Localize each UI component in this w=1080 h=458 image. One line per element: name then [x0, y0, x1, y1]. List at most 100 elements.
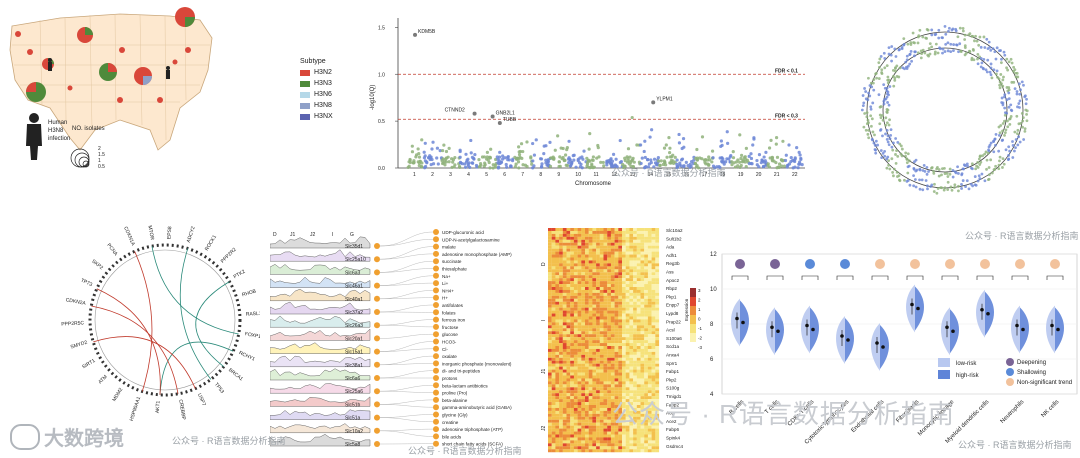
heatmap-cell — [614, 354, 619, 358]
snp-point — [572, 153, 576, 157]
heatmap-cell — [585, 369, 589, 373]
heatmap-cell — [581, 316, 586, 320]
heatmap-cell — [573, 351, 578, 355]
heatmap-cell — [655, 245, 660, 249]
ring-point — [949, 185, 953, 189]
heatmap-cell — [647, 331, 652, 335]
heatmap-cell — [585, 263, 589, 267]
heatmap-cell — [607, 310, 611, 314]
heatmap-cell — [551, 328, 556, 332]
heatmap-cell — [618, 328, 623, 332]
heatmap-cell — [622, 390, 626, 394]
ring-point — [912, 167, 916, 170]
heatmap-cell — [610, 281, 615, 285]
ring-point — [912, 174, 915, 178]
heatmap-cell — [555, 360, 560, 364]
heatmap-cell — [559, 343, 563, 347]
violin-panel: 12 10 8 6 4 B cells T cells CD8+ T cells Cytoto… — [700, 250, 1080, 458]
heatmap-cell — [640, 228, 645, 231]
heatmap-cell — [640, 402, 645, 406]
heatmap-cell — [647, 304, 652, 308]
heatmap-cell — [633, 334, 637, 338]
heatmap-cell — [629, 289, 634, 293]
heatmap-cell — [555, 443, 560, 447]
heatmap-cell — [655, 416, 660, 420]
heatmap-cell — [633, 316, 637, 320]
heatmap-cell — [636, 304, 641, 308]
trend-legend-dot — [1006, 358, 1014, 366]
heatmap-cell — [647, 363, 652, 367]
metabolite-node — [433, 338, 439, 345]
ring-point — [919, 56, 923, 60]
heatmap-cell — [562, 354, 567, 358]
heatmap-cell — [581, 266, 586, 270]
heatmap-cell — [629, 298, 634, 302]
heatmap-cell — [548, 248, 552, 252]
heatmap-cell — [618, 254, 623, 258]
heatmap-cell — [555, 260, 560, 264]
ring-point — [1003, 113, 1007, 117]
heatmap-cell — [585, 419, 589, 423]
heatmap-cell — [570, 230, 574, 234]
snp-point — [700, 157, 704, 161]
heatmap-cell — [651, 346, 656, 349]
heatmap-cell — [581, 310, 586, 314]
heatmap-cell — [551, 357, 556, 361]
heatmap-cell — [596, 393, 600, 397]
gene-metabolite-link — [379, 363, 434, 365]
heatmap-cell — [640, 281, 645, 285]
heatmap-cell — [577, 348, 582, 352]
heatmap-cell — [610, 357, 615, 361]
heatmap-cell — [603, 301, 608, 305]
violin-y-tick: 4 — [710, 392, 714, 398]
snp-point — [751, 143, 755, 147]
ring-point — [866, 118, 870, 122]
heatmap-cell — [647, 322, 652, 326]
heatmap-cell — [603, 325, 608, 329]
snp-point — [740, 153, 744, 157]
heatmap-cell — [577, 440, 582, 444]
ring-point — [878, 122, 882, 126]
ring-point — [864, 128, 868, 132]
ring-point — [990, 171, 994, 175]
heatmap-cell — [573, 428, 578, 432]
heatmap-cell — [570, 399, 574, 403]
heatmap-cell — [577, 281, 582, 285]
snp-point — [719, 144, 723, 149]
snp-point — [602, 164, 606, 168]
heatmap-cell — [555, 245, 560, 249]
heatmap-cell — [644, 422, 648, 426]
heatmap-cell — [647, 369, 652, 373]
heatmap-cell — [592, 354, 597, 358]
heatmap-cell — [548, 287, 552, 290]
heatmap-cell — [581, 434, 586, 438]
ring-point — [1003, 53, 1007, 57]
heatmap-cell — [607, 284, 611, 288]
snp-point — [744, 157, 748, 162]
heatmap-cell — [607, 289, 611, 293]
comparison-bracket — [766, 275, 784, 280]
gene-metabolite-link — [379, 417, 434, 422]
heatmap-cell — [555, 425, 560, 429]
heatmap-cell — [559, 390, 563, 394]
heatmap-cell — [548, 230, 552, 234]
heatmap-cell — [603, 346, 608, 349]
ring-point — [994, 133, 998, 136]
heatmap-cell — [573, 263, 578, 267]
heatmap-cell — [577, 287, 582, 290]
ring-point — [957, 172, 960, 175]
heatmap-cell — [570, 228, 574, 231]
heatmap-cell — [647, 313, 652, 317]
ring-point — [1025, 112, 1028, 116]
heatmap-cell — [655, 354, 660, 358]
heatmap-cell — [636, 425, 641, 429]
metabolite-node — [433, 272, 439, 279]
snp-point — [607, 159, 611, 163]
ring-point — [894, 153, 897, 156]
heatmap-cell — [629, 337, 634, 341]
ring-point — [953, 170, 957, 174]
heatmap-cell — [588, 316, 593, 320]
heatmap-cell — [618, 275, 623, 279]
ring-point — [1011, 140, 1014, 143]
heatmap-cell — [585, 372, 589, 376]
